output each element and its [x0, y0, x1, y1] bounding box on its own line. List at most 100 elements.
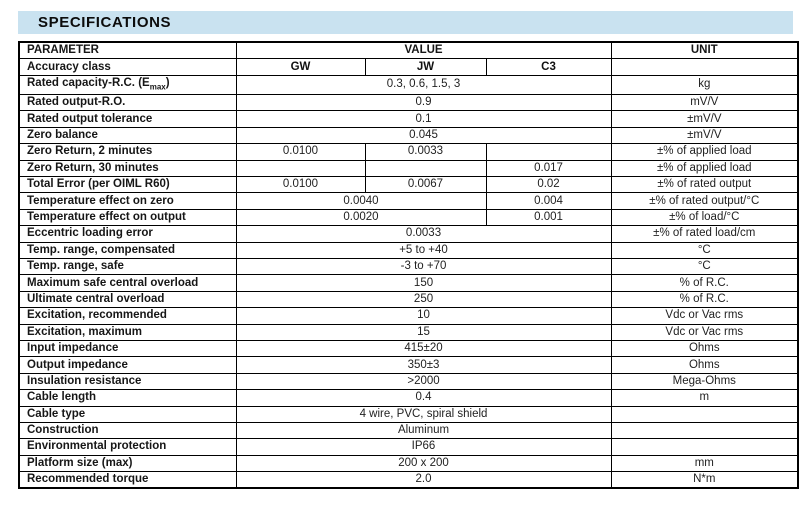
unit-cell: ±% of applied load: [610, 159, 799, 178]
unit-cell: [610, 58, 799, 76]
specifications-table: PARAMETER VALUE UNIT Accuracy class GW JW C…: [18, 41, 800, 490]
value-cell: +5 to +40: [235, 241, 612, 259]
parameter-cell: Rated output tolerance: [18, 110, 237, 128]
value-cell: 0.1: [235, 110, 612, 128]
table-row: Rated capacity-R.C. (Emax) 0.3, 0.6, 1.5,…: [18, 74, 799, 96]
value-cell: 350±3: [235, 356, 612, 374]
table-row: Recommended torque 2.0 N*m: [18, 471, 799, 489]
parameter-cell: Platform size (max): [18, 454, 237, 473]
table-row: Input impedance 415±20 Ohms: [18, 339, 799, 358]
parameter-cell: Maximum safe central overload: [18, 274, 237, 292]
value-cell: GW: [235, 58, 366, 76]
parameter-cell: Zero Return, 2 minutes: [18, 143, 237, 161]
parameter-cell: Insulation resistance: [18, 372, 237, 391]
value-cell: 10: [235, 307, 612, 325]
value-cell: 0.4: [235, 389, 612, 407]
table-header-row: PARAMETER VALUE UNIT: [18, 41, 799, 60]
table-row: Eccentric loading error 0.0033 ±% of rated…: [18, 225, 799, 243]
unit-cell: Vdc or Vac rms: [610, 307, 799, 325]
table-row: Platform size (max) 200 x 200 mm: [18, 454, 799, 473]
table-row: Excitation, maximum 15 Vdc or Vac rms: [18, 323, 799, 341]
parameter-cell: Temperature effect on zero: [18, 192, 237, 210]
parameter-cell: Construction: [18, 421, 237, 440]
table-row: Temp. range, safe -3 to +70 °C: [18, 257, 799, 276]
table-row: Construction Aluminum: [18, 421, 799, 440]
value-cell: 4 wire, PVC, spiral shield: [235, 405, 612, 423]
value-cell: 0.9: [235, 94, 612, 112]
spec-table-body: Accuracy class GW JW C3 Rated capacity-R.C. …: [18, 58, 799, 489]
unit-cell: ±% of rated output: [610, 176, 799, 194]
table-row: Temp. range, compensated +5 to +40 °C: [18, 241, 799, 259]
value-cell: [485, 143, 612, 161]
column-header-unit: UNIT: [610, 41, 799, 60]
value-cell: 0.045: [235, 126, 612, 145]
parameter-cell: Recommended torque: [18, 471, 237, 489]
value-cell: 0.0100: [235, 143, 366, 161]
column-header-parameter: PARAMETER: [18, 41, 237, 60]
unit-cell: m: [610, 389, 799, 407]
table-row: Temperature effect on output 0.0020 0.001 ±…: [18, 208, 799, 227]
unit-cell: Ohms: [610, 356, 799, 374]
value-cell: 0.004: [485, 192, 612, 210]
page-title: SPECIFICATIONS: [38, 14, 172, 31]
parameter-cell: Excitation, maximum: [18, 323, 237, 341]
unit-cell: % of R.C.: [610, 274, 799, 292]
unit-cell: °C: [610, 241, 799, 259]
value-cell: -3 to +70: [235, 257, 612, 276]
table-row: Zero balance 0.045 ±mV/V: [18, 126, 799, 145]
value-cell: 0.3, 0.6, 1.5, 3: [235, 74, 612, 96]
value-cell: [235, 159, 366, 178]
table-row: Accuracy class GW JW C3: [18, 58, 799, 76]
value-cell: 0.001: [485, 208, 612, 227]
table-row: Rated output-R.O. 0.9 mV/V: [18, 94, 799, 112]
parameter-cell: Temp. range, compensated: [18, 241, 237, 259]
value-cell: JW: [364, 58, 487, 76]
value-cell: >2000: [235, 372, 612, 391]
value-cell: IP66: [235, 438, 612, 456]
table-row: Insulation resistance >2000 Mega-Ohms: [18, 372, 799, 391]
unit-cell: Vdc or Vac rms: [610, 323, 799, 341]
value-cell: C3: [485, 58, 612, 76]
parameter-cell: Temperature effect on output: [18, 208, 237, 227]
parameter-cell: Output impedance: [18, 356, 237, 374]
unit-cell: % of R.C.: [610, 290, 799, 309]
value-cell: [364, 159, 487, 178]
parameter-cell: Temp. range, safe: [18, 257, 237, 276]
table-row: Environmental protection IP66: [18, 438, 799, 456]
parameter-cell: Excitation, recommended: [18, 307, 237, 325]
table-row: Cable type 4 wire, PVC, spiral shield: [18, 405, 799, 423]
value-cell: 0.0100: [235, 176, 366, 194]
parameter-cell: Zero balance: [18, 126, 237, 145]
unit-cell: ±% of rated load/cm: [610, 225, 799, 243]
unit-cell: [610, 438, 799, 456]
unit-cell: kg: [610, 74, 799, 96]
value-cell: 0.02: [485, 176, 612, 194]
table-row: Zero Return, 2 minutes 0.0100 0.0033 ±% of …: [18, 143, 799, 161]
parameter-cell: Input impedance: [18, 339, 237, 358]
unit-cell: N*m: [610, 471, 799, 489]
unit-cell: Ohms: [610, 339, 799, 358]
value-cell: 2.0: [235, 471, 612, 489]
table-row: Excitation, recommended 10 Vdc or Vac rms: [18, 307, 799, 325]
parameter-cell: Ultimate central overload: [18, 290, 237, 309]
parameter-cell: Total Error (per OIML R60): [18, 176, 237, 194]
table-row: Output impedance 350±3 Ohms: [18, 356, 799, 374]
table-row: Total Error (per OIML R60) 0.0100 0.0067 0.…: [18, 176, 799, 194]
column-header-value: VALUE: [235, 41, 612, 60]
table-row: Ultimate central overload 250% of R.C.: [18, 290, 799, 309]
unit-cell: °C: [610, 257, 799, 276]
unit-cell: Mega-Ohms: [610, 372, 799, 391]
unit-cell: mV/V: [610, 94, 799, 112]
parameter-cell: Cable length: [18, 389, 237, 407]
value-cell: 15: [235, 323, 612, 341]
unit-cell: ±mV/V: [610, 126, 799, 145]
unit-cell: [610, 421, 799, 440]
value-cell: Aluminum: [235, 421, 612, 440]
parameter-cell: Zero Return, 30 minutes: [18, 159, 237, 178]
value-cell: 250: [235, 290, 612, 309]
table-row: Temperature effect on zero 0.0040 0.004 ±% …: [18, 192, 799, 210]
unit-cell: mm: [610, 454, 799, 473]
unit-cell: ±% of rated output/°C: [610, 192, 799, 210]
unit-cell: ±% of load/°C: [610, 208, 799, 227]
unit-cell: ±mV/V: [610, 110, 799, 128]
